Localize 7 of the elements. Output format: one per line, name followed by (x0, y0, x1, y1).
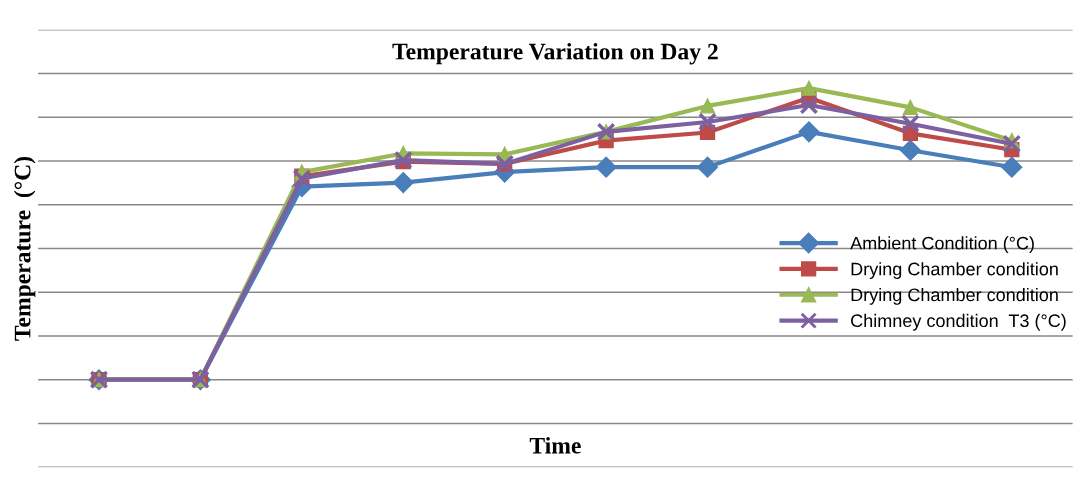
chart-title: Temperature Variation on Day 2 (392, 42, 718, 65)
legend-label: Chimney condition T3 (°C) (851, 313, 1066, 331)
legend-label: Ambient Condition (°C) (850, 236, 1034, 254)
x-axis-title: Time (529, 437, 581, 454)
legend-label: Drying Chamber condition (851, 288, 1058, 305)
y-axis-title: Temperature (°C) (13, 156, 36, 341)
legend-label: Drying Chamber condition (851, 262, 1058, 279)
